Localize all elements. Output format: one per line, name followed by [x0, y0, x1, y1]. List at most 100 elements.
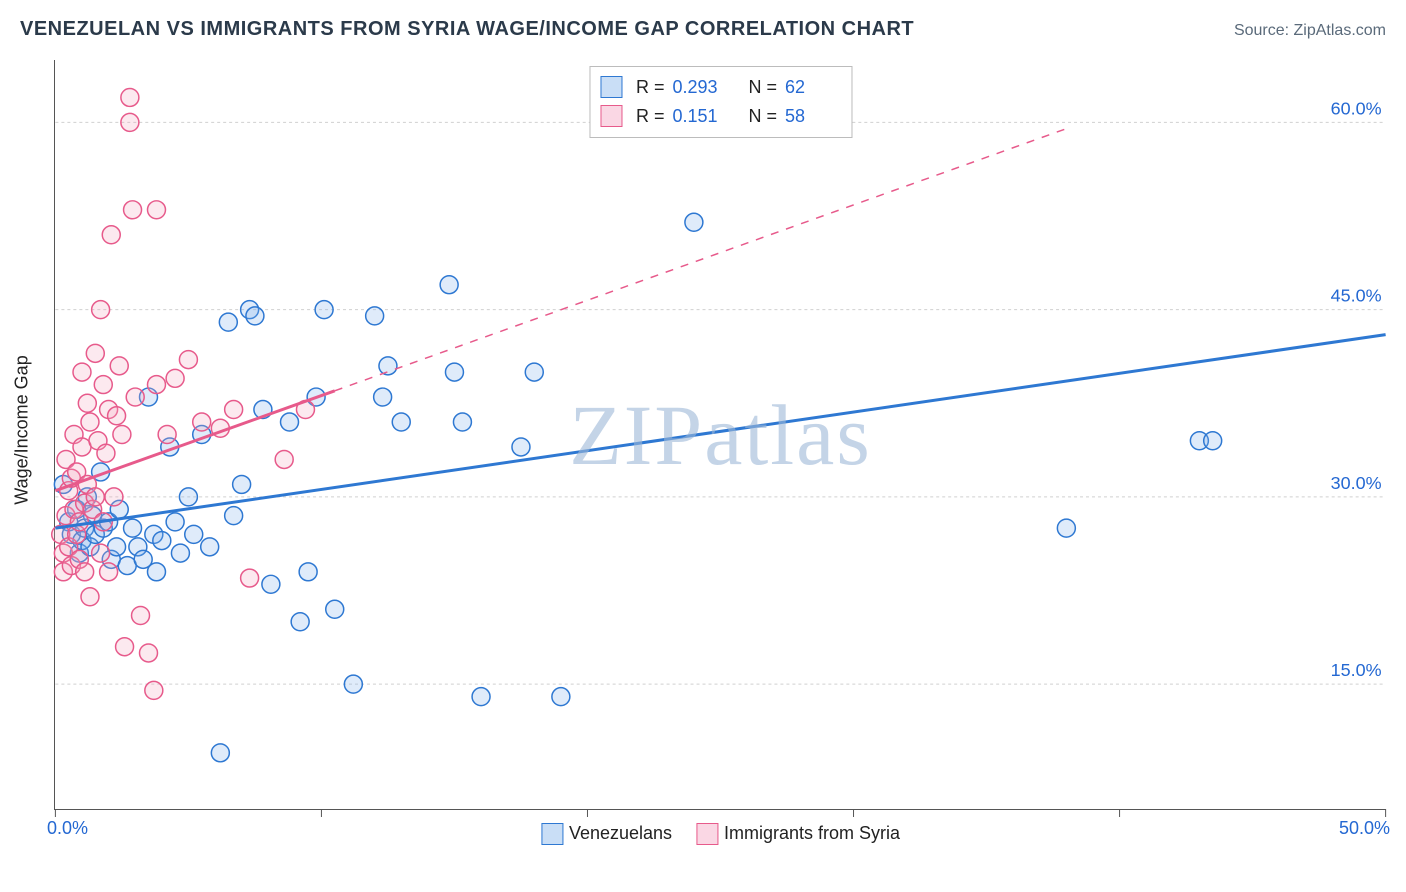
data-point: [78, 394, 96, 412]
data-point: [153, 532, 171, 550]
series-legend-item: Immigrants from Syria: [696, 823, 900, 845]
data-point: [326, 600, 344, 618]
data-point: [440, 276, 458, 294]
data-point: [344, 675, 362, 693]
data-point: [132, 607, 150, 625]
plot-area: 15.0%30.0%45.0%60.0% ZIPatlas R =0.293N …: [54, 60, 1386, 810]
legend-swatch: [600, 76, 622, 98]
data-point: [233, 475, 251, 493]
data-point: [126, 388, 144, 406]
data-point: [102, 226, 120, 244]
data-point: [124, 201, 142, 219]
data-point: [113, 426, 131, 444]
data-point: [179, 351, 197, 369]
data-point: [105, 488, 123, 506]
data-point: [246, 307, 264, 325]
trend-line: [55, 335, 1385, 528]
data-point: [185, 525, 203, 543]
chart-container: VENEZUELAN VS IMMIGRANTS FROM SYRIA WAGE…: [0, 0, 1406, 892]
stats-legend: R = 0.293 N =62 R = 0.151 N =58: [589, 66, 852, 138]
r-label: R =: [636, 102, 665, 131]
data-point: [86, 344, 104, 362]
data-point: [225, 401, 243, 419]
data-point: [392, 413, 410, 431]
data-point: [171, 544, 189, 562]
x-tick-label-max: 50.0%: [1339, 818, 1390, 839]
data-point: [201, 538, 219, 556]
data-point: [512, 438, 530, 456]
n-value: 62: [785, 73, 841, 102]
data-point: [97, 444, 115, 462]
data-point: [124, 519, 142, 537]
stats-legend-row: R = 0.293 N =62: [600, 73, 841, 102]
data-point: [121, 88, 139, 106]
data-point: [1204, 432, 1222, 450]
data-point: [147, 201, 165, 219]
data-point: [158, 426, 176, 444]
r-value: 0.151: [673, 102, 729, 131]
data-point: [315, 301, 333, 319]
data-point: [281, 413, 299, 431]
data-point: [76, 563, 94, 581]
data-point: [100, 563, 118, 581]
data-point: [291, 613, 309, 631]
r-value: 0.293: [673, 73, 729, 102]
y-axis-label: Wage/Income Gap: [12, 355, 33, 504]
legend-swatch: [541, 823, 563, 845]
data-point: [552, 688, 570, 706]
r-label: R =: [636, 73, 665, 102]
data-point: [219, 313, 237, 331]
legend-swatch: [696, 823, 718, 845]
data-point: [379, 357, 397, 375]
data-point: [86, 488, 104, 506]
y-tick-label: 30.0%: [1331, 473, 1382, 493]
data-point: [166, 513, 184, 531]
scatter-plot-svg: 15.0% 30.0% 45.0% 60.0%: [55, 60, 1386, 809]
data-point: [92, 301, 110, 319]
data-point: [366, 307, 384, 325]
data-point: [81, 413, 99, 431]
y-tick-label: 45.0%: [1331, 286, 1382, 306]
data-point: [81, 588, 99, 606]
x-tick-label-min: 0.0%: [47, 818, 88, 839]
data-point: [472, 688, 490, 706]
y-tick-label: 15.0%: [1331, 660, 1382, 680]
data-point: [92, 544, 110, 562]
data-point: [121, 113, 139, 131]
data-point: [179, 488, 197, 506]
series-legend-item: Venezuelans: [541, 823, 672, 845]
data-point: [147, 563, 165, 581]
data-point: [374, 388, 392, 406]
series-legend-label: Immigrants from Syria: [724, 823, 900, 843]
trend-line-extrapolation: [335, 129, 1067, 391]
data-point: [262, 575, 280, 593]
data-point: [525, 363, 543, 381]
data-point: [225, 507, 243, 525]
title-bar: VENEZUELAN VS IMMIGRANTS FROM SYRIA WAGE…: [20, 18, 1386, 41]
data-point: [110, 357, 128, 375]
data-point: [108, 407, 126, 425]
data-point: [241, 569, 259, 587]
data-point: [94, 376, 112, 394]
data-point: [275, 450, 293, 468]
series-legend: Venezuelans Immigrants from Syria: [541, 823, 900, 845]
legend-swatch: [600, 105, 622, 127]
n-label: N =: [749, 73, 778, 102]
data-point: [211, 744, 229, 762]
series-legend-label: Venezuelans: [569, 823, 672, 843]
n-value: 58: [785, 102, 841, 131]
y-tick-label: 60.0%: [1331, 98, 1382, 118]
data-point: [453, 413, 471, 431]
data-point: [685, 213, 703, 231]
stats-legend-row: R = 0.151 N =58: [600, 102, 841, 131]
n-label: N =: [749, 102, 778, 131]
data-point: [140, 644, 158, 662]
source-label: Source: ZipAtlas.com: [1234, 22, 1386, 40]
chart-title: VENEZUELAN VS IMMIGRANTS FROM SYRIA WAGE…: [20, 18, 914, 41]
data-point: [116, 638, 134, 656]
data-point: [166, 369, 184, 387]
data-point: [145, 681, 163, 699]
data-point: [73, 363, 91, 381]
data-point: [193, 413, 211, 431]
data-point: [299, 563, 317, 581]
